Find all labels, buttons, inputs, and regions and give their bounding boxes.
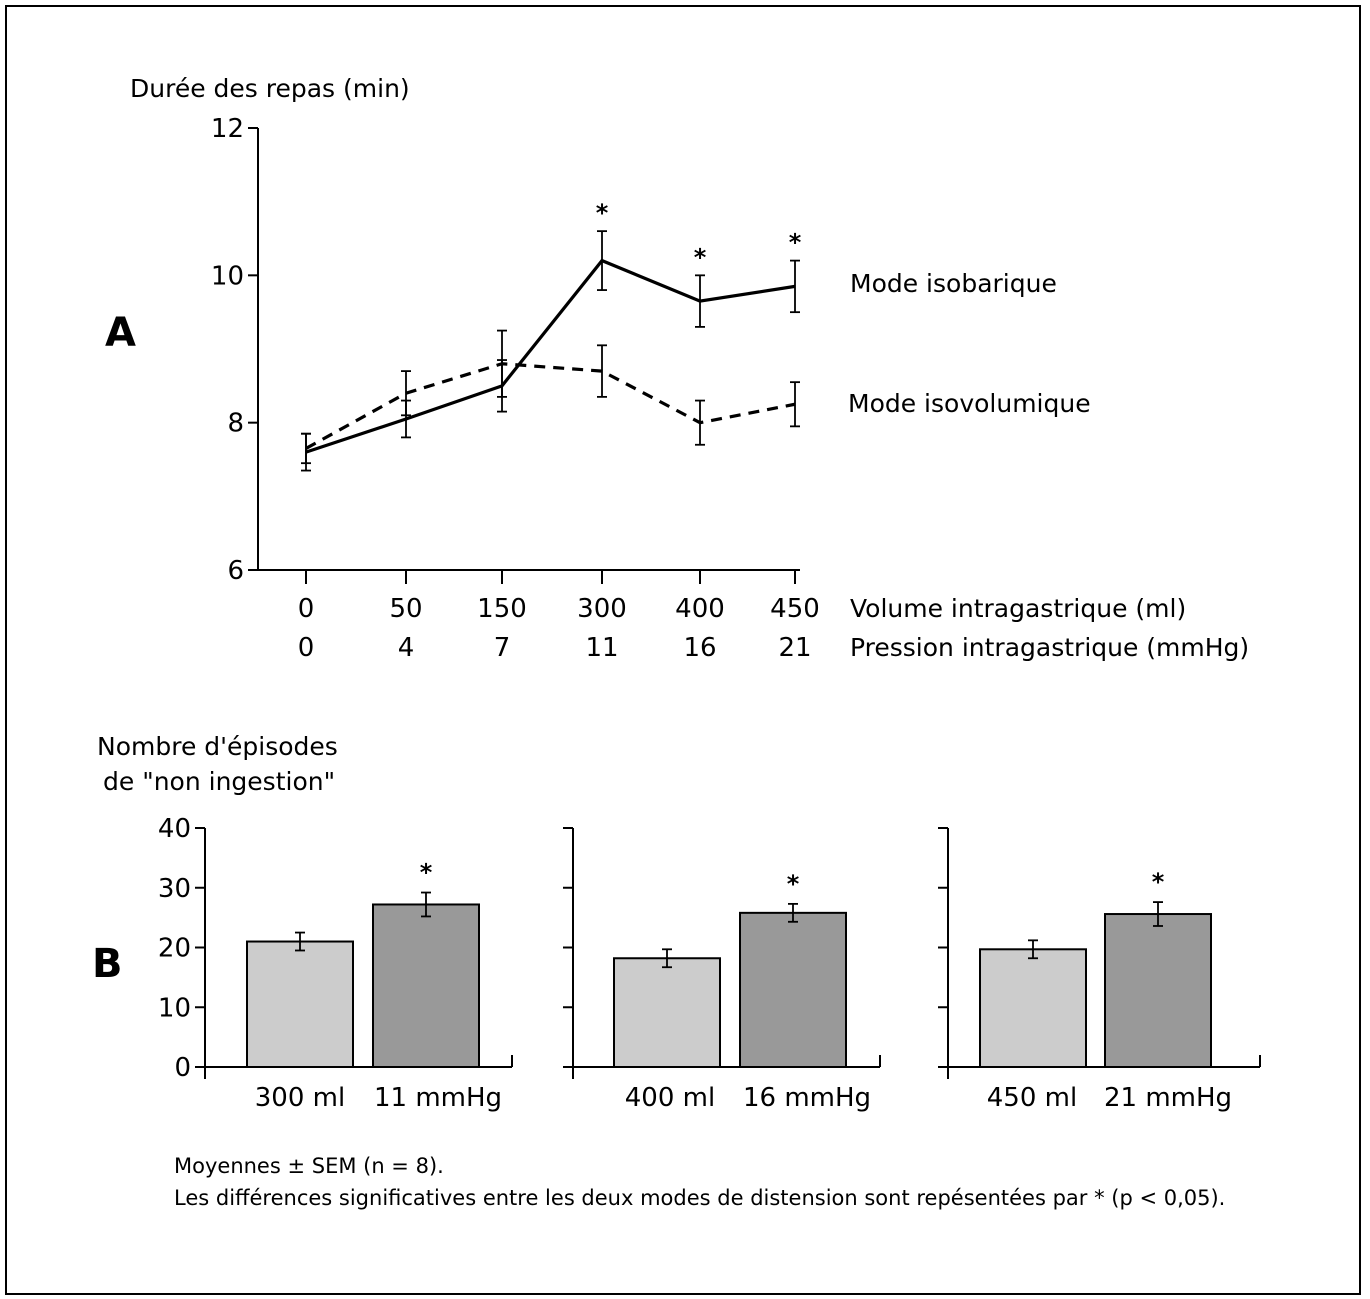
y-tick-label: 10 <box>211 261 244 291</box>
footnote-significance: Les différences significatives entre les… <box>174 1186 1225 1210</box>
x-tick-pressure: 11 <box>585 633 618 663</box>
significance-star: * <box>420 859 433 887</box>
legend-isovolumique: Mode isovolumique <box>848 389 1091 418</box>
significance-star: * <box>694 243 707 271</box>
series-isovolumique-line <box>305 362 796 450</box>
bar-y-tick-label: 30 <box>158 874 191 904</box>
significance-star: * <box>789 229 802 257</box>
y-tick-label: 12 <box>211 114 244 144</box>
line-chart-ylabel: Durée des repas (min) <box>130 74 410 103</box>
significance-star: * <box>787 870 800 898</box>
bar-volume <box>613 957 721 1069</box>
bar-category-label: 400 ml <box>625 1083 715 1113</box>
x-tick-volume: 150 <box>477 594 527 624</box>
x-tick-pressure: 7 <box>494 633 511 663</box>
footnote-mean-sem: Moyennes ± SEM (n = 8). <box>174 1154 444 1178</box>
bar-volume <box>246 940 354 1069</box>
y-tick-label: 8 <box>227 409 244 439</box>
significance-star: * <box>1152 868 1165 896</box>
bar-pressure <box>1104 913 1212 1068</box>
series-isobarique-line <box>305 258 796 454</box>
x-tick-pressure: 21 <box>778 633 811 663</box>
x-tick-volume: 400 <box>675 594 725 624</box>
panel-a-label: A <box>105 310 136 356</box>
x-tick-volume: 50 <box>389 594 422 624</box>
bar-category-label: 11 mmHg <box>374 1083 502 1113</box>
significance-star: * <box>596 199 609 227</box>
bar-category-label: 16 mmHg <box>743 1083 871 1113</box>
x-tick-pressure: 0 <box>298 633 315 663</box>
x-tick-pressure: 4 <box>398 633 415 663</box>
bar-pressure <box>739 911 847 1068</box>
bar-volume <box>979 948 1087 1068</box>
panel-b-label: B <box>92 941 123 987</box>
bar-y-tick-label: 0 <box>174 1053 191 1083</box>
x-tick-pressure: 16 <box>683 633 716 663</box>
x-row-volume-label: Volume intragastrique (ml) <box>850 594 1186 623</box>
bar-y-tick-label: 20 <box>158 934 191 964</box>
x-tick-volume: 300 <box>577 594 627 624</box>
x-row-pressure-label: Pression intragastrique (mmHg) <box>850 633 1249 662</box>
bar-category-label: 450 ml <box>987 1083 1077 1113</box>
y-tick-label: 6 <box>227 556 244 586</box>
x-tick-volume: 450 <box>770 594 820 624</box>
bar-chart: 0 10 20 30 40 300 ml * 11 mmHg 400 ml * 16 mmHg 450… <box>158 814 1261 1113</box>
bar-category-label: 21 mmHg <box>1104 1083 1232 1113</box>
bar-chart-ylabel-line1: Nombre d'épisodes <box>97 732 338 761</box>
bar-chart-ylabel-line2: de "non ingestion" <box>103 767 335 796</box>
legend-isobarique: Mode isobarique <box>850 269 1057 298</box>
x-tick-volume: 0 <box>298 594 315 624</box>
bar-y-tick-label: 40 <box>158 814 191 844</box>
bar-pressure <box>372 903 480 1068</box>
bar-category-label: 300 ml <box>255 1083 345 1113</box>
bar-y-tick-label: 10 <box>158 993 191 1023</box>
figure-frame <box>5 5 1361 1295</box>
line-chart: 6 8 10 12 0 50 150 300 400 450 0 4 7 11 16 21 * * * <box>211 114 820 663</box>
